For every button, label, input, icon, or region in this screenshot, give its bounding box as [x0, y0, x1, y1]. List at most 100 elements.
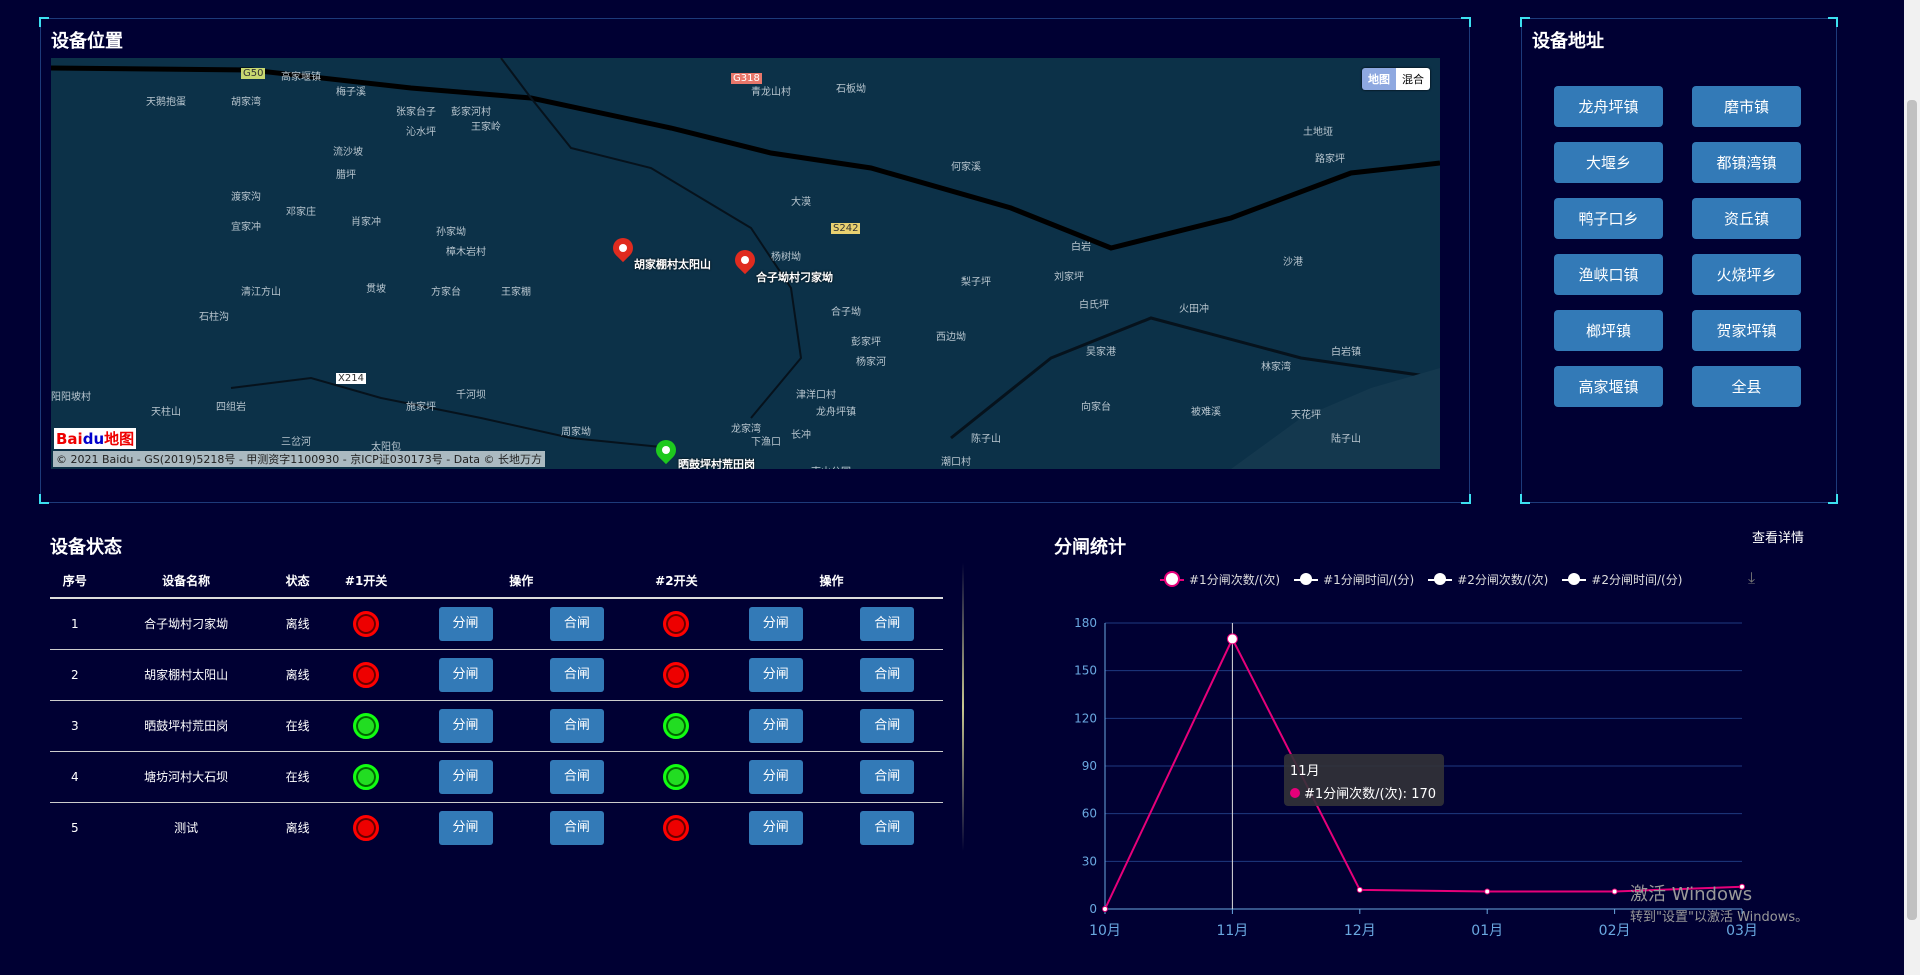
map-place-label: 青龙山村: [751, 87, 791, 98]
map-place-label: 梅子溪: [336, 87, 366, 98]
town-button[interactable]: 龙舟坪镇: [1554, 86, 1663, 127]
switch2-close-button[interactable]: 合闸: [860, 606, 915, 641]
map-place-label: 吴家港: [1086, 347, 1116, 358]
switch2-open-button[interactable]: 分闸: [748, 810, 803, 845]
map-type-hybrid[interactable]: 混合: [1396, 68, 1430, 90]
legend-marker-icon: [1428, 572, 1453, 585]
town-button[interactable]: 榔坪镇: [1554, 310, 1663, 351]
town-button[interactable]: 渔峡口镇: [1554, 254, 1663, 295]
switch2-open-button[interactable]: 分闸: [748, 708, 803, 743]
switch2-indicator: [663, 712, 690, 739]
map-place-label: 孙家坳: [436, 227, 466, 238]
x-tick-label: 10月: [1089, 923, 1121, 939]
device-status: 在线: [272, 751, 323, 803]
map-place-label: 流沙坡: [333, 147, 363, 158]
watermark-line1: 激活 Windows: [1630, 884, 1753, 905]
switch2-indicator: [663, 763, 690, 790]
switch1-close-button[interactable]: 合闸: [549, 759, 604, 794]
switch1-open-button[interactable]: 分闸: [438, 708, 493, 743]
device-status: 离线: [272, 598, 323, 650]
switch2-close-button[interactable]: 合闸: [860, 657, 915, 692]
data-point[interactable]: [1356, 886, 1363, 893]
map-place-label: 白岩镇: [1331, 347, 1361, 358]
switch1-open-button[interactable]: 分闸: [438, 606, 493, 641]
map-copyright: © 2021 Baidu - GS(2019)5218号 - 甲测资字11009…: [53, 451, 546, 467]
map-type-map[interactable]: 地图: [1362, 68, 1396, 90]
data-point[interactable]: [1102, 906, 1108, 912]
town-button[interactable]: 贺家坪镇: [1692, 310, 1801, 351]
column-header: 设备名称: [99, 563, 273, 599]
device-map[interactable]: 高家堰镇 G50 G318 青龙山村 石板坳 张家台子 彭家河村 王家岭 天鹅抱蛋 胡家湾 梅子溪沁…: [51, 58, 1440, 469]
map-place-label: 南山公园: [811, 463, 851, 469]
y-tick-label: 60: [1082, 807, 1097, 821]
switch2-open-button[interactable]: 分闸: [748, 606, 803, 641]
map-place-label: 肖家冲: [351, 217, 381, 228]
download-icon[interactable]: ⤓: [1748, 568, 1756, 587]
switch1-close-button[interactable]: 合闸: [549, 657, 604, 692]
map-place-label: 沙港: [1283, 257, 1303, 268]
map-place-label: 白岩: [1071, 242, 1091, 253]
address-panel: 设备地址: [1520, 17, 1838, 504]
town-button[interactable]: 资丘镇: [1692, 198, 1801, 239]
scrollbar[interactable]: [1904, 0, 1920, 975]
device-status-table: 序号 设备名称 状态 #1开关 操作 #2开关 操作 1 合子坳村刁家坳 离线 分闸 合闸 分闸 合闸 2…: [50, 563, 943, 853]
map-place-label: 王家棚: [501, 287, 531, 298]
map-place-label: 火田冲: [1179, 304, 1209, 315]
data-point[interactable]: [1226, 633, 1238, 645]
legend-marker-icon: [1294, 572, 1319, 585]
legend-item[interactable]: #2分闸时间/(分): [1562, 571, 1682, 588]
map-type-switch[interactable]: 地图 混合: [1362, 68, 1430, 90]
map-place-label: 刘家坪: [1054, 272, 1084, 283]
tooltip-text: #1分闸次数/(次): 170: [1304, 787, 1437, 802]
switch1-open-button[interactable]: 分闸: [438, 759, 493, 794]
view-details-link[interactable]: 查看详情: [1752, 531, 1805, 546]
town-button[interactable]: 都镇湾镇: [1692, 142, 1801, 183]
switch1-close-button[interactable]: 合闸: [549, 708, 604, 743]
legend-item[interactable]: #1分闸时间/(分): [1294, 571, 1414, 588]
y-tick-label: 30: [1082, 854, 1097, 868]
map-place-label: 陈子山: [971, 434, 1001, 445]
x-tick-label: 03月: [1726, 923, 1758, 939]
town-button[interactable]: 磨市镇: [1692, 86, 1801, 127]
device-status: 在线: [272, 700, 323, 752]
map-place-label: 张家台子: [396, 107, 436, 118]
data-point[interactable]: [1611, 888, 1618, 895]
switch1-open-button[interactable]: 分闸: [438, 657, 493, 692]
town-button[interactable]: 高家堰镇: [1554, 366, 1663, 407]
map-place-label: G318: [731, 73, 762, 84]
switch2-close-button[interactable]: 合闸: [860, 708, 915, 743]
column-header: 序号: [50, 563, 100, 599]
legend-item[interactable]: #2分闸次数/(次): [1428, 571, 1548, 588]
switch2-close-button[interactable]: 合闸: [860, 810, 915, 845]
map-place-label: 三岔河: [281, 437, 311, 448]
switch1-open-button[interactable]: 分闸: [438, 810, 493, 845]
panel-title: 设备位置: [51, 31, 123, 52]
switch1-close-button[interactable]: 合闸: [549, 606, 604, 641]
switch2-open-button[interactable]: 分闸: [748, 657, 803, 692]
data-point[interactable]: [1484, 888, 1491, 895]
column-header: 操作: [409, 563, 633, 599]
map-place-label: 天柱山: [151, 407, 181, 418]
town-button[interactable]: 大堰乡: [1554, 142, 1663, 183]
switch2-close-button[interactable]: 合闸: [860, 759, 915, 794]
device-status: 离线: [272, 649, 323, 701]
map-place-label: 津洋口村: [796, 390, 836, 401]
switch2-indicator: [663, 814, 690, 841]
device-name: 合子坳村刁家坳: [99, 598, 273, 650]
row-id: 2: [50, 649, 100, 701]
column-header: 状态: [272, 563, 323, 599]
town-button[interactable]: 火烧坪乡: [1692, 254, 1801, 295]
tooltip-title: 11月: [1290, 764, 1320, 779]
map-place-label: 梨子坪: [961, 277, 991, 288]
map-place-label: 天花坪: [1291, 410, 1321, 421]
map-roads: [51, 58, 1440, 469]
map-place-label: 西边坳: [936, 332, 966, 343]
town-button[interactable]: 鸭子口乡: [1554, 198, 1663, 239]
town-button[interactable]: 全县: [1692, 366, 1801, 407]
legend-item[interactable]: #1分闸次数/(次): [1160, 571, 1280, 588]
switch1-close-button[interactable]: 合闸: [549, 810, 604, 845]
map-place-label: 太阳包: [371, 442, 401, 453]
map-place-label: 龙家湾: [731, 424, 761, 435]
switch2-open-button[interactable]: 分闸: [748, 759, 803, 794]
map-place-label: 陆子山: [1331, 434, 1361, 445]
